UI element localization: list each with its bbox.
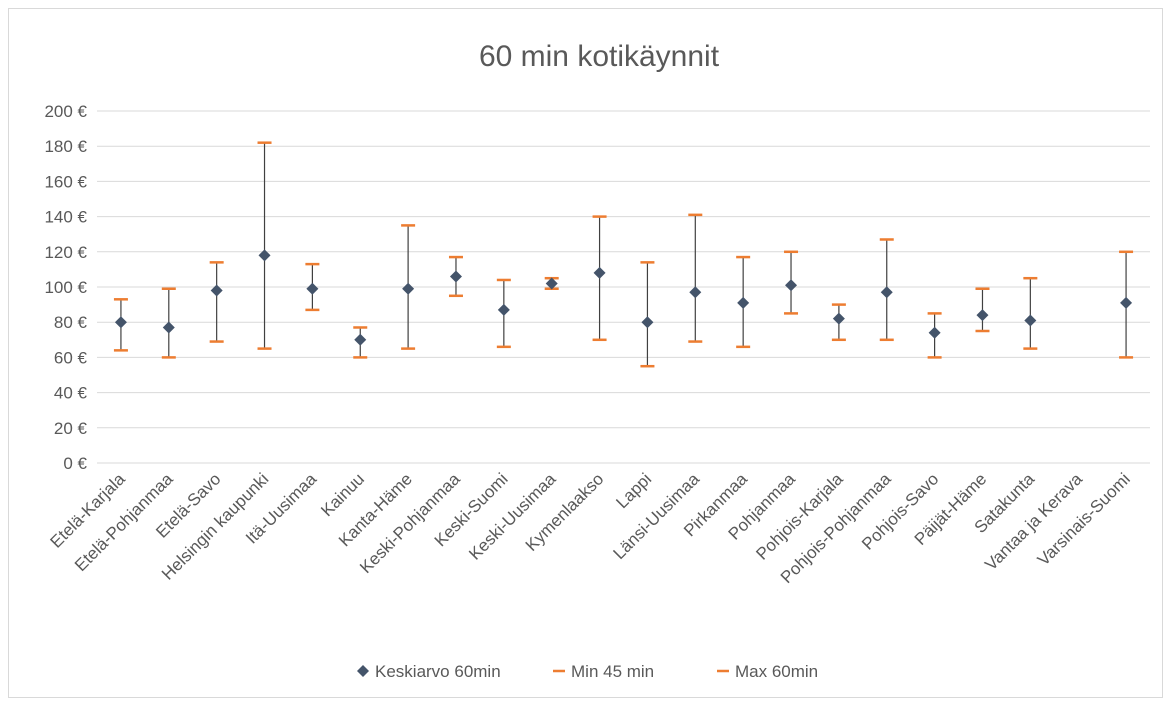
range-lines [120,142,1127,367]
mean-marker [593,266,606,279]
y-tick-label: 120 € [44,243,87,262]
mean-marker [162,321,175,334]
x-axis-tick-labels: Etelä-KarjalaEtelä-PohjanmaaEtelä-SavoHe… [47,469,1134,587]
min-markers [113,287,1134,368]
y-tick-label: 20 € [54,419,88,438]
y-tick-label: 180 € [44,137,87,156]
y-axis-tick-labels: 0 € 20 € 40 € 60 € 80 € 100 € 120 € 140 € 160 € 1… [44,102,87,473]
legend-label: Keskiarvo 60min [375,662,501,681]
y-tick-label: 200 € [44,102,87,121]
y-tick-label: 80 € [54,313,88,332]
mean-marker [258,249,271,262]
y-tick-label: 0 € [63,454,87,473]
mean-marker [928,326,941,339]
legend-label: Max 60min [735,662,818,681]
mean-marker [1024,314,1037,327]
chart-frame [8,8,1163,698]
y-tick-label: 60 € [54,348,88,367]
y-tick-label: 40 € [54,384,88,403]
y-tick-label: 140 € [44,208,87,227]
mean-marker [832,312,845,325]
y-tick-label: 160 € [44,172,87,191]
mean-marker [497,303,510,316]
mean-marker [449,270,462,283]
mean-marker [402,282,415,295]
mean-marker [114,316,127,329]
legend-marker-mean [357,665,369,677]
legend-label: Min 45 min [571,662,654,681]
mean-marker [354,333,367,346]
mean-marker [210,284,223,297]
mean-markers [114,249,1133,346]
gridlines [97,110,1150,464]
mean-marker [976,309,989,322]
mean-marker [785,279,798,292]
legend: Keskiarvo 60min Min 45 min Max 60min [357,662,818,681]
y-tick-label: 100 € [44,278,87,297]
mean-marker [689,286,702,299]
mean-marker [545,277,558,290]
x-tick-label: Lappi [612,469,655,512]
mean-marker [641,316,654,329]
mean-marker [306,282,319,295]
x-tick-label: Länsi-Uusimaa [610,469,704,563]
chart-title: 60 min kotikäynnit [479,40,720,73]
mean-marker [737,296,750,309]
max-markers [113,141,1134,329]
mean-marker [880,286,893,299]
mean-marker [1120,296,1133,309]
